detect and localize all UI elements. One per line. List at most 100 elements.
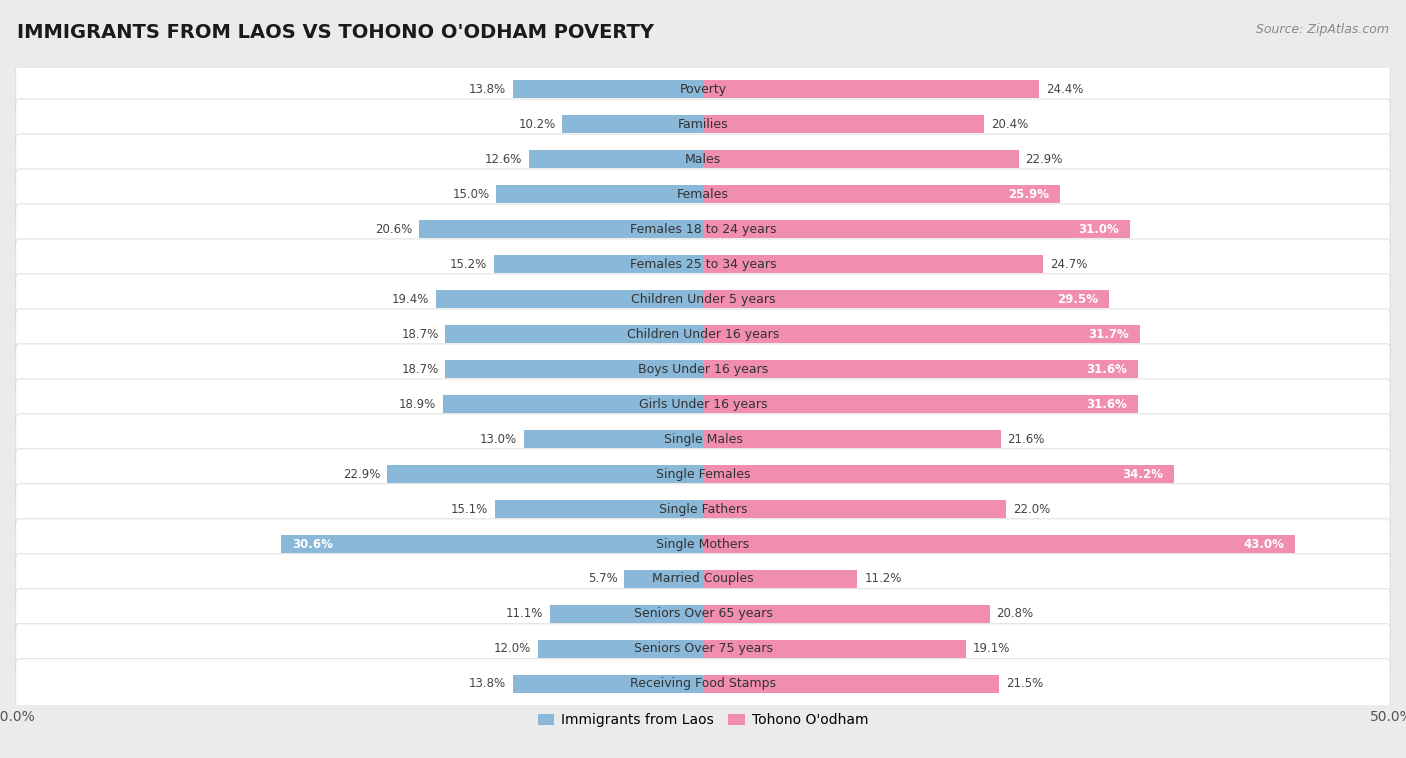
- Text: 15.0%: 15.0%: [453, 188, 489, 201]
- Bar: [550, 605, 703, 623]
- Text: Females 18 to 24 years: Females 18 to 24 years: [630, 223, 776, 236]
- Text: 31.7%: 31.7%: [1088, 327, 1129, 340]
- Bar: [530, 150, 703, 168]
- Text: 31.0%: 31.0%: [1078, 223, 1119, 236]
- Bar: [537, 640, 703, 658]
- Text: 20.6%: 20.6%: [375, 223, 412, 236]
- Text: 18.7%: 18.7%: [401, 327, 439, 340]
- Text: 13.8%: 13.8%: [468, 83, 506, 96]
- Text: 25.9%: 25.9%: [1008, 188, 1049, 201]
- Text: 12.0%: 12.0%: [494, 643, 531, 656]
- Text: Single Males: Single Males: [664, 433, 742, 446]
- Text: 21.6%: 21.6%: [1008, 433, 1045, 446]
- Text: 15.1%: 15.1%: [451, 503, 488, 515]
- Bar: [703, 430, 1001, 448]
- Bar: [513, 675, 703, 693]
- Text: Poverty: Poverty: [679, 83, 727, 96]
- Legend: Immigrants from Laos, Tohono O'odham: Immigrants from Laos, Tohono O'odham: [533, 708, 873, 733]
- Text: Married Couples: Married Couples: [652, 572, 754, 585]
- Bar: [703, 535, 1295, 553]
- FancyBboxPatch shape: [15, 204, 1391, 255]
- Bar: [495, 500, 703, 518]
- FancyBboxPatch shape: [15, 169, 1391, 219]
- Text: 21.5%: 21.5%: [1007, 678, 1043, 691]
- Bar: [703, 115, 984, 133]
- Bar: [703, 500, 1007, 518]
- Bar: [496, 185, 703, 203]
- FancyBboxPatch shape: [15, 484, 1391, 534]
- Text: Seniors Over 65 years: Seniors Over 65 years: [634, 607, 772, 621]
- Text: Source: ZipAtlas.com: Source: ZipAtlas.com: [1256, 23, 1389, 36]
- Bar: [703, 325, 1140, 343]
- Text: Males: Males: [685, 152, 721, 166]
- Bar: [436, 290, 703, 309]
- Text: 43.0%: 43.0%: [1243, 537, 1285, 550]
- Bar: [703, 185, 1060, 203]
- Bar: [624, 570, 703, 588]
- FancyBboxPatch shape: [15, 414, 1391, 464]
- Text: IMMIGRANTS FROM LAOS VS TOHONO O'ODHAM POVERTY: IMMIGRANTS FROM LAOS VS TOHONO O'ODHAM P…: [17, 23, 654, 42]
- Text: Girls Under 16 years: Girls Under 16 years: [638, 398, 768, 411]
- Text: 11.2%: 11.2%: [865, 572, 901, 585]
- Text: 31.6%: 31.6%: [1087, 398, 1128, 411]
- FancyBboxPatch shape: [15, 134, 1391, 184]
- Text: Children Under 5 years: Children Under 5 years: [631, 293, 775, 305]
- Bar: [703, 395, 1139, 413]
- Text: 18.7%: 18.7%: [401, 362, 439, 375]
- Text: Females: Females: [678, 188, 728, 201]
- Text: 19.1%: 19.1%: [973, 643, 1011, 656]
- Text: 20.8%: 20.8%: [997, 607, 1033, 621]
- FancyBboxPatch shape: [15, 344, 1391, 394]
- FancyBboxPatch shape: [15, 659, 1391, 709]
- Text: Seniors Over 75 years: Seniors Over 75 years: [634, 643, 772, 656]
- Bar: [703, 675, 1000, 693]
- Bar: [513, 80, 703, 99]
- Text: Receiving Food Stamps: Receiving Food Stamps: [630, 678, 776, 691]
- Bar: [419, 220, 703, 238]
- Text: 5.7%: 5.7%: [588, 572, 617, 585]
- Text: 31.6%: 31.6%: [1087, 362, 1128, 375]
- Text: Children Under 16 years: Children Under 16 years: [627, 327, 779, 340]
- Bar: [703, 360, 1139, 378]
- Bar: [703, 150, 1018, 168]
- Bar: [494, 255, 703, 273]
- Text: 22.9%: 22.9%: [343, 468, 381, 481]
- FancyBboxPatch shape: [15, 99, 1391, 149]
- Bar: [443, 395, 703, 413]
- Text: Single Fathers: Single Fathers: [659, 503, 747, 515]
- Text: Females 25 to 34 years: Females 25 to 34 years: [630, 258, 776, 271]
- FancyBboxPatch shape: [15, 64, 1391, 114]
- Text: 10.2%: 10.2%: [519, 117, 555, 130]
- Bar: [703, 465, 1174, 483]
- FancyBboxPatch shape: [15, 518, 1391, 569]
- Bar: [446, 360, 703, 378]
- Text: Families: Families: [678, 117, 728, 130]
- Bar: [703, 80, 1039, 99]
- Bar: [703, 570, 858, 588]
- Text: 24.4%: 24.4%: [1046, 83, 1084, 96]
- Bar: [703, 255, 1043, 273]
- Text: 18.9%: 18.9%: [398, 398, 436, 411]
- FancyBboxPatch shape: [15, 449, 1391, 500]
- Bar: [281, 535, 703, 553]
- Bar: [703, 605, 990, 623]
- FancyBboxPatch shape: [15, 589, 1391, 639]
- Bar: [388, 465, 703, 483]
- Bar: [703, 640, 966, 658]
- FancyBboxPatch shape: [15, 274, 1391, 324]
- Text: Single Females: Single Females: [655, 468, 751, 481]
- Text: 24.7%: 24.7%: [1050, 258, 1088, 271]
- FancyBboxPatch shape: [15, 239, 1391, 290]
- FancyBboxPatch shape: [15, 309, 1391, 359]
- Text: 29.5%: 29.5%: [1057, 293, 1098, 305]
- FancyBboxPatch shape: [15, 379, 1391, 429]
- Text: Single Mothers: Single Mothers: [657, 537, 749, 550]
- Text: 11.1%: 11.1%: [506, 607, 543, 621]
- Text: 22.0%: 22.0%: [1012, 503, 1050, 515]
- Bar: [703, 220, 1130, 238]
- Text: 30.6%: 30.6%: [292, 537, 333, 550]
- FancyBboxPatch shape: [15, 624, 1391, 674]
- Bar: [562, 115, 703, 133]
- Bar: [524, 430, 703, 448]
- Text: 34.2%: 34.2%: [1122, 468, 1163, 481]
